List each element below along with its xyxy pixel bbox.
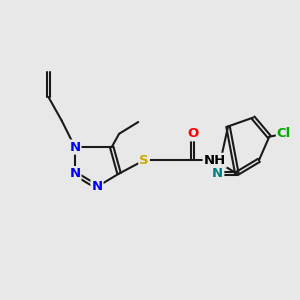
Text: N: N	[69, 167, 80, 180]
Text: N: N	[69, 141, 80, 154]
Text: NH: NH	[204, 154, 226, 167]
Text: Cl: Cl	[277, 127, 291, 140]
Text: S: S	[139, 154, 149, 167]
Text: N: N	[92, 180, 103, 193]
Text: N: N	[212, 167, 223, 180]
Text: O: O	[187, 127, 198, 140]
